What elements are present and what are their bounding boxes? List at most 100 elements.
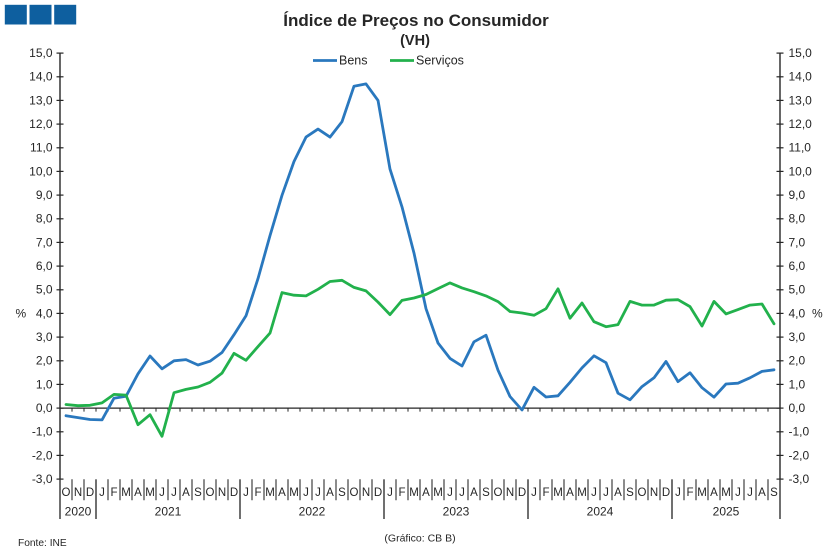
svg-text:10,0: 10,0	[29, 164, 53, 178]
svg-text:M: M	[721, 487, 731, 499]
svg-text:2024: 2024	[587, 505, 614, 519]
svg-text:A: A	[326, 487, 334, 499]
svg-text:13,0: 13,0	[29, 93, 53, 107]
svg-text:12,0: 12,0	[789, 117, 813, 131]
svg-text:2025: 2025	[713, 505, 740, 519]
svg-text:D: D	[374, 487, 382, 499]
svg-text:F: F	[254, 487, 261, 499]
svg-text:J: J	[315, 487, 321, 499]
svg-text:A: A	[422, 487, 430, 499]
svg-text:9,0: 9,0	[36, 188, 53, 202]
svg-text:J: J	[159, 487, 165, 499]
svg-text:O: O	[350, 487, 359, 499]
svg-text:3,0: 3,0	[789, 330, 806, 344]
svg-text:J: J	[447, 487, 453, 499]
svg-text:-3,0: -3,0	[32, 472, 53, 486]
svg-text:A: A	[758, 487, 766, 499]
svg-text:A: A	[566, 487, 574, 499]
svg-text:N: N	[506, 487, 514, 499]
svg-text:Índice de Preços no Consumidor: Índice de Preços no Consumidor	[283, 11, 549, 30]
svg-text:S: S	[338, 487, 346, 499]
svg-text:11,0: 11,0	[789, 141, 812, 155]
svg-text:N: N	[74, 487, 82, 499]
svg-text:J: J	[303, 487, 309, 499]
svg-text:-2,0: -2,0	[32, 448, 53, 462]
svg-text:Bens: Bens	[339, 54, 368, 68]
svg-text:3,0: 3,0	[36, 330, 53, 344]
svg-text:1,0: 1,0	[36, 377, 53, 391]
svg-text:M: M	[289, 487, 299, 499]
svg-text:2021: 2021	[155, 505, 182, 519]
svg-text:M: M	[577, 487, 587, 499]
svg-text:A: A	[710, 487, 718, 499]
svg-text:6,0: 6,0	[36, 259, 53, 273]
svg-text:O: O	[206, 487, 215, 499]
svg-text:2022: 2022	[299, 505, 326, 519]
svg-text:S: S	[626, 487, 634, 499]
svg-text:M: M	[145, 487, 155, 499]
svg-text:J: J	[243, 487, 249, 499]
svg-text:Serviços: Serviços	[416, 54, 464, 68]
svg-text:A: A	[470, 487, 478, 499]
svg-text:14,0: 14,0	[29, 70, 53, 84]
svg-text:O: O	[494, 487, 503, 499]
svg-text:13,0: 13,0	[789, 93, 813, 107]
svg-text:-1,0: -1,0	[789, 425, 810, 439]
svg-text:0,0: 0,0	[36, 401, 53, 415]
svg-text:7,0: 7,0	[36, 235, 53, 249]
svg-text:J: J	[171, 487, 177, 499]
svg-text:2,0: 2,0	[789, 354, 806, 368]
svg-text:J: J	[459, 487, 465, 499]
svg-text:15,0: 15,0	[29, 46, 53, 60]
svg-text:M: M	[121, 487, 131, 499]
svg-text:M: M	[697, 487, 707, 499]
svg-text:J: J	[531, 487, 537, 499]
svg-text:D: D	[86, 487, 94, 499]
svg-text:5,0: 5,0	[36, 283, 53, 297]
svg-text:A: A	[614, 487, 622, 499]
svg-text:%: %	[812, 306, 823, 320]
svg-text:N: N	[650, 487, 658, 499]
svg-text:J: J	[603, 487, 609, 499]
svg-text:8,0: 8,0	[36, 212, 53, 226]
svg-text:2,0: 2,0	[36, 354, 53, 368]
svg-text:F: F	[110, 487, 117, 499]
svg-text:D: D	[518, 487, 526, 499]
svg-text:F: F	[686, 487, 693, 499]
svg-text:4,0: 4,0	[36, 306, 53, 320]
svg-text:10,0: 10,0	[789, 164, 813, 178]
svg-text:-2,0: -2,0	[789, 448, 810, 462]
svg-text:D: D	[230, 487, 238, 499]
svg-text:A: A	[278, 487, 286, 499]
svg-text:%: %	[16, 306, 27, 320]
svg-text:(Gráfico: CB B): (Gráfico: CB B)	[384, 533, 455, 545]
svg-text:A: A	[134, 487, 142, 499]
svg-text:14,0: 14,0	[789, 70, 813, 84]
svg-text:11,0: 11,0	[30, 141, 53, 155]
svg-text:J: J	[675, 487, 681, 499]
svg-text:6,0: 6,0	[789, 259, 806, 273]
svg-text:9,0: 9,0	[789, 188, 806, 202]
svg-text:N: N	[362, 487, 370, 499]
svg-text:J: J	[747, 487, 753, 499]
svg-text:F: F	[542, 487, 549, 499]
svg-text:J: J	[735, 487, 741, 499]
svg-text:A: A	[182, 487, 190, 499]
svg-text:J: J	[591, 487, 597, 499]
svg-text:(VH): (VH)	[400, 33, 430, 49]
svg-text:8,0: 8,0	[789, 212, 806, 226]
svg-text:5,0: 5,0	[789, 283, 806, 297]
svg-text:S: S	[770, 487, 778, 499]
svg-text:-3,0: -3,0	[789, 472, 810, 486]
svg-text:O: O	[638, 487, 647, 499]
svg-text:2020: 2020	[65, 505, 92, 519]
svg-text:Fonte: INE: Fonte: INE	[18, 538, 67, 549]
svg-text:M: M	[265, 487, 275, 499]
svg-text:M: M	[433, 487, 443, 499]
svg-text:15,0: 15,0	[789, 46, 813, 60]
svg-text:7,0: 7,0	[789, 235, 806, 249]
svg-text:N: N	[218, 487, 226, 499]
svg-text:2023: 2023	[443, 505, 470, 519]
svg-text:O: O	[62, 487, 71, 499]
svg-text:M: M	[553, 487, 563, 499]
